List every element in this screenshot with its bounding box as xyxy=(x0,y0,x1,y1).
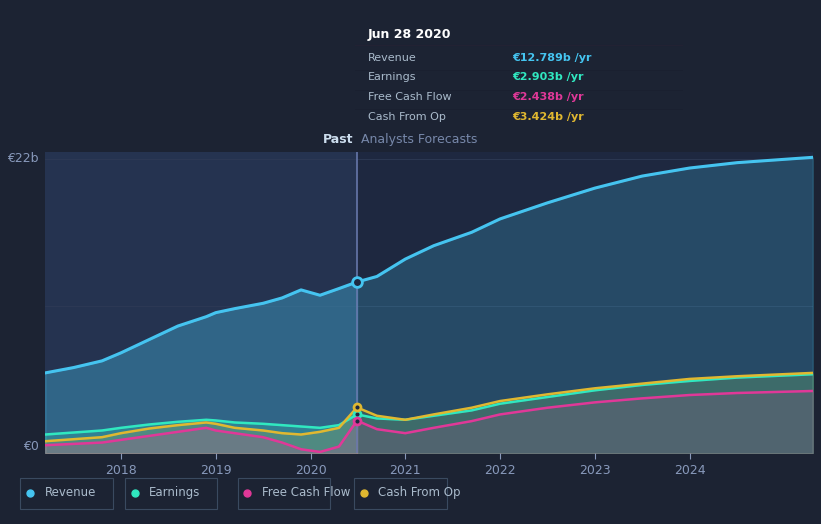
Text: Jun 28 2020: Jun 28 2020 xyxy=(368,28,452,41)
Bar xyxy=(21,478,112,509)
Bar xyxy=(354,478,447,509)
Text: Cash From Op: Cash From Op xyxy=(368,112,446,122)
Text: Analysts Forecasts: Analysts Forecasts xyxy=(360,133,477,146)
Text: €12.789b /yr: €12.789b /yr xyxy=(512,52,592,62)
Text: Free Cash Flow: Free Cash Flow xyxy=(368,92,452,102)
Text: Free Cash Flow: Free Cash Flow xyxy=(262,486,350,499)
Text: Earnings: Earnings xyxy=(368,72,416,82)
Bar xyxy=(45,152,357,453)
Text: €3.424b /yr: €3.424b /yr xyxy=(512,112,584,122)
Text: Cash From Op: Cash From Op xyxy=(378,486,461,499)
Text: €2.903b /yr: €2.903b /yr xyxy=(512,72,584,82)
Text: €22b: €22b xyxy=(7,152,39,165)
Text: Past: Past xyxy=(323,133,353,146)
Bar xyxy=(237,478,330,509)
Text: Revenue: Revenue xyxy=(44,486,96,499)
Text: Revenue: Revenue xyxy=(368,52,416,62)
Text: €2.438b /yr: €2.438b /yr xyxy=(512,92,584,102)
Text: Earnings: Earnings xyxy=(149,486,200,499)
Text: €0: €0 xyxy=(23,440,39,453)
Bar xyxy=(125,478,218,509)
